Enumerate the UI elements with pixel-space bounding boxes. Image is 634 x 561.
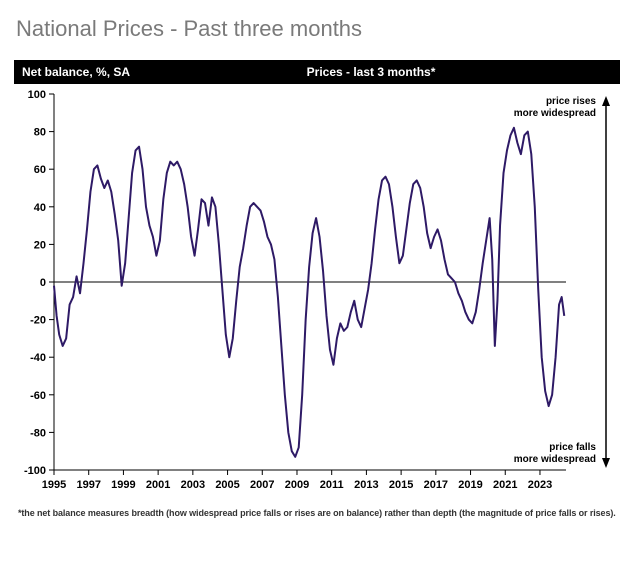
header-left: Net balance, %, SA	[22, 65, 130, 79]
svg-text:2015: 2015	[389, 479, 413, 491]
svg-text:2005: 2005	[215, 479, 239, 491]
page-title: National Prices - Past three months	[16, 16, 620, 42]
svg-text:-80: -80	[30, 427, 46, 439]
svg-text:2011: 2011	[320, 479, 344, 491]
price-chart: -100 -80 -60 -40 -20 0 20 40 60 80 100 1995 1997 1999…	[14, 84, 620, 504]
svg-text:2003: 2003	[181, 479, 205, 491]
svg-text:2007: 2007	[250, 479, 274, 491]
svg-text:1999: 1999	[111, 479, 135, 491]
svg-text:1995: 1995	[42, 479, 66, 491]
svg-text:60: 60	[34, 164, 46, 176]
svg-text:0: 0	[40, 277, 46, 289]
svg-text:2013: 2013	[354, 479, 378, 491]
svg-text:-40: -40	[30, 352, 46, 364]
svg-text:100: 100	[28, 89, 46, 101]
svg-text:2001: 2001	[146, 479, 170, 491]
svg-text:2019: 2019	[458, 479, 482, 491]
svg-text:-60: -60	[30, 390, 46, 402]
footnote: *the net balance measures breadth (how w…	[14, 508, 620, 518]
svg-text:40: 40	[34, 202, 46, 214]
svg-text:80: 80	[34, 127, 46, 139]
svg-text:-20: -20	[30, 315, 46, 327]
chart-svg: -100 -80 -60 -40 -20 0 20 40 60 80 100 1995 1997 1999…	[14, 84, 620, 504]
svg-text:1997: 1997	[76, 479, 100, 491]
svg-text:20: 20	[34, 239, 46, 251]
svg-text:-100: -100	[24, 465, 46, 477]
svg-text:2023: 2023	[528, 479, 552, 491]
annotation-price-rises: price risesmore widespread	[514, 96, 596, 120]
header-bar: Net balance, %, SA Prices - last 3 month…	[14, 60, 620, 84]
header-center: Prices - last 3 months*	[130, 65, 612, 79]
svg-text:2009: 2009	[285, 479, 309, 491]
svg-text:2021: 2021	[493, 479, 517, 491]
svg-text:2017: 2017	[424, 479, 448, 491]
annotation-price-falls: price fallsmore widespread	[514, 442, 596, 466]
